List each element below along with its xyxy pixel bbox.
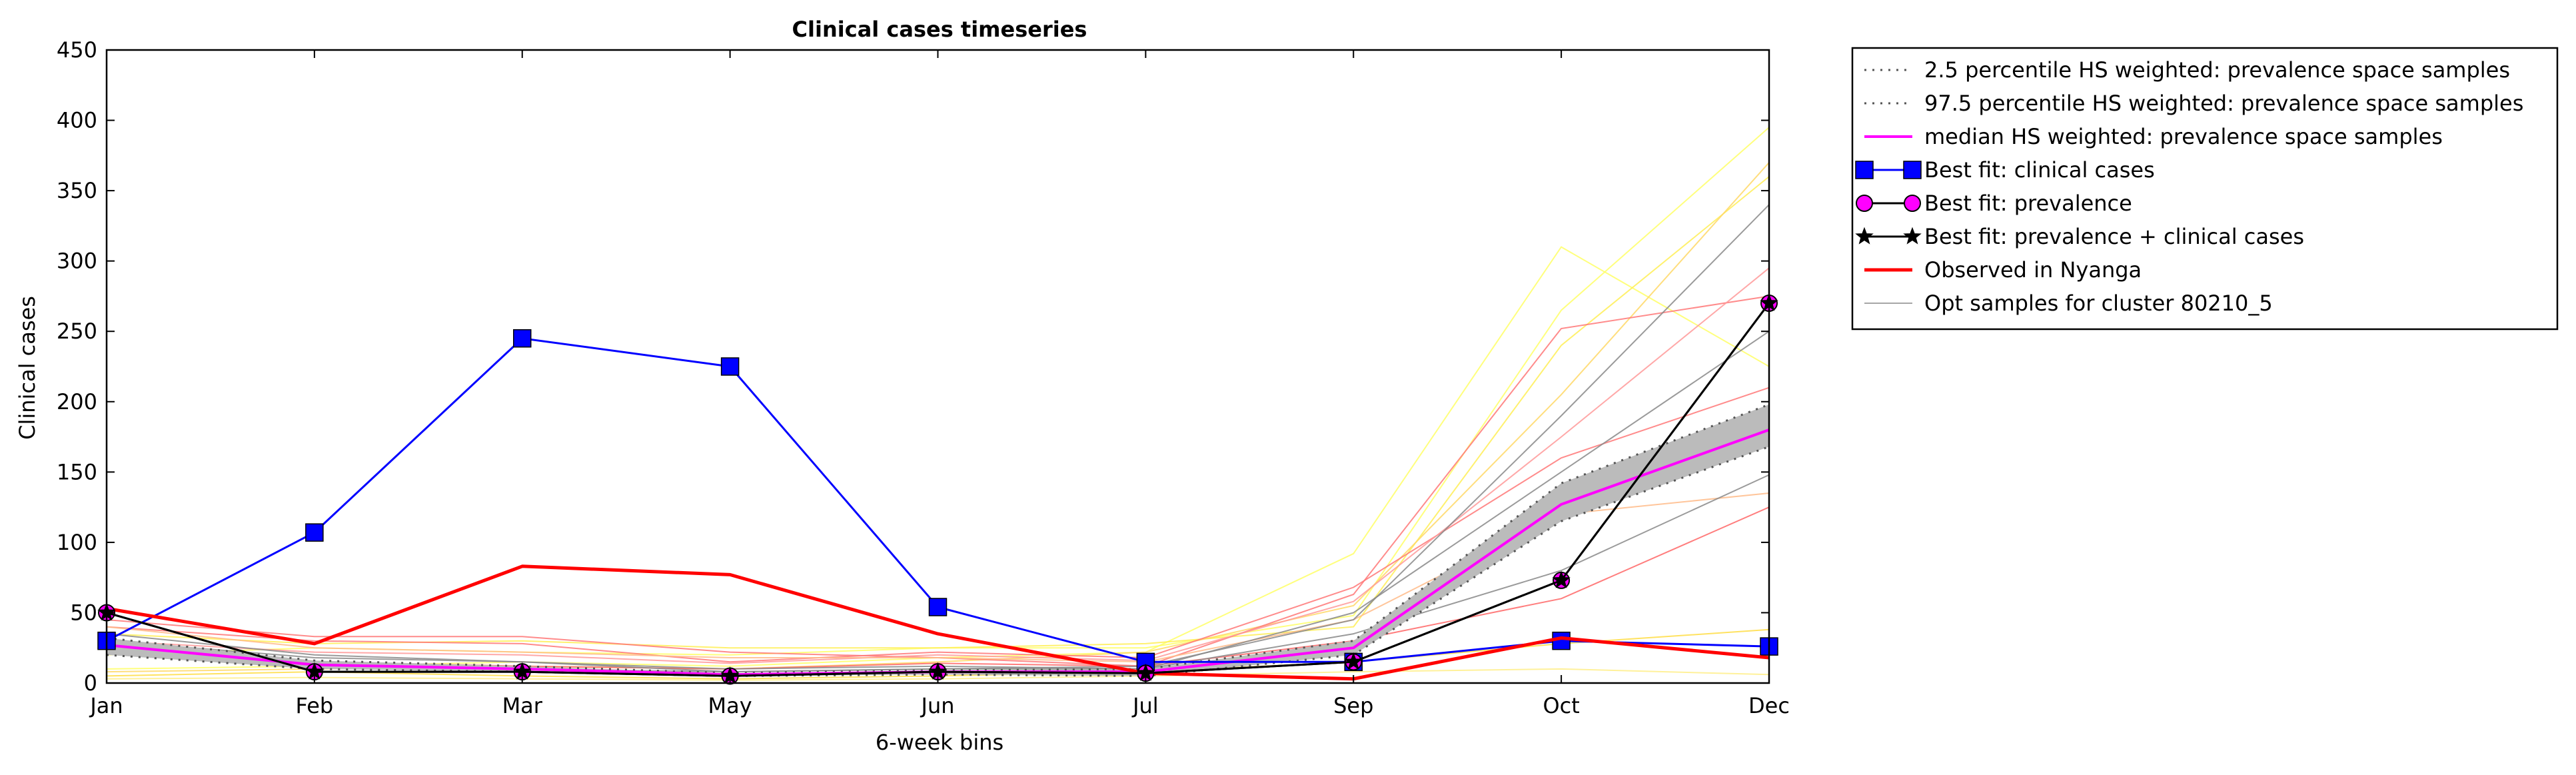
sample-line-6 [106,267,1770,664]
y-tick-label: 350 [57,178,97,203]
legend: 2.5 percentile HS weighted: prevalence s… [1851,47,2559,331]
sample-line-2 [106,176,1770,649]
x-tick-label: Jun [920,693,955,718]
x-tick-label: Jul [1131,693,1159,718]
legend-marker-5-a [1855,227,1874,245]
legend-marker-3-a [1855,161,1874,179]
x-tick-label: Dec [1748,693,1790,718]
x-axis-title: 6-week bins [876,730,1003,755]
legend-label-1: 97.5 percentile HS weighted: prevalence … [1924,91,2523,116]
series-3-point-4 [928,598,948,616]
y-tick-label: 300 [57,249,97,274]
y-tick-label: 0 [84,670,97,696]
legend-entry-7: Opt samples for cluster 80210_5 [1864,291,2273,316]
legend-label-4: Best fit: prevalence [1924,191,2132,216]
legend-box [1851,47,2559,331]
legend-entry-2: median HS weighted: prevalence space sam… [1864,124,2443,149]
y-tick-label: 450 [57,37,97,63]
x-tick-label: Feb [296,693,334,718]
x-tick-label: May [708,693,752,718]
legend-entry-3: Best fit: clinical cases [1855,157,2155,183]
y-axis-title: Clinical cases [15,296,40,440]
series-lines [97,293,1778,685]
legend-label-6: Observed in Nyanga [1924,257,2142,283]
y-tick-label: 150 [57,459,97,484]
legend-entry-6: Observed in Nyanga [1864,257,2142,283]
legend-entry-1: 97.5 percentile HS weighted: prevalence … [1864,91,2523,116]
x-tick-label: Jan [89,693,123,718]
legend-marker-4-a [1856,195,1873,212]
x-tick-label: Sep [1333,693,1373,718]
series-3-point-3 [720,357,740,376]
axis-ticks: Jan Feb Mar May Jun Jul Sep Oct Dec 0 50 100 150 200 2… [57,37,1790,718]
y-tick-label: 250 [57,319,97,344]
y-tick-label: 400 [57,108,97,133]
legend-marker-5-b [1903,227,1922,245]
series-5 [97,293,1778,684]
series-6-line [106,564,1770,681]
legend-entry-0: 2.5 percentile HS weighted: prevalence s… [1864,57,2510,83]
x-tick-label: Oct [1543,693,1579,718]
series-5-point-7 [1552,570,1571,588]
legend-label-2: median HS weighted: prevalence space sam… [1924,124,2443,149]
chart-title: Clinical cases timeseries [792,17,1087,42]
y-tick-label: 100 [57,530,97,555]
legend-label-3: Best fit: clinical cases [1924,157,2155,183]
x-tick-label: Mar [502,693,543,718]
legend-entry-4: Best fit: prevalence [1856,191,2132,216]
legend-marker-4-b [1904,195,1921,212]
y-tick-label: 50 [70,600,97,625]
legend-label-7: Opt samples for cluster 80210_5 [1924,291,2273,316]
sample-line-5 [106,387,1770,663]
legend-label-0: 2.5 percentile HS weighted: prevalence s… [1924,57,2510,83]
legend-label-5: Best fit: prevalence + clinical cases [1924,224,2304,249]
legend-entry-5: Best fit: prevalence + clinical cases [1855,224,2304,249]
y-tick-label: 200 [57,389,97,414]
series-3-point-1 [305,523,324,542]
series-3-point-2 [513,329,532,348]
series-5-point-6 [1344,652,1363,670]
legend-marker-3-b [1903,161,1922,179]
series-6 [106,564,1770,681]
